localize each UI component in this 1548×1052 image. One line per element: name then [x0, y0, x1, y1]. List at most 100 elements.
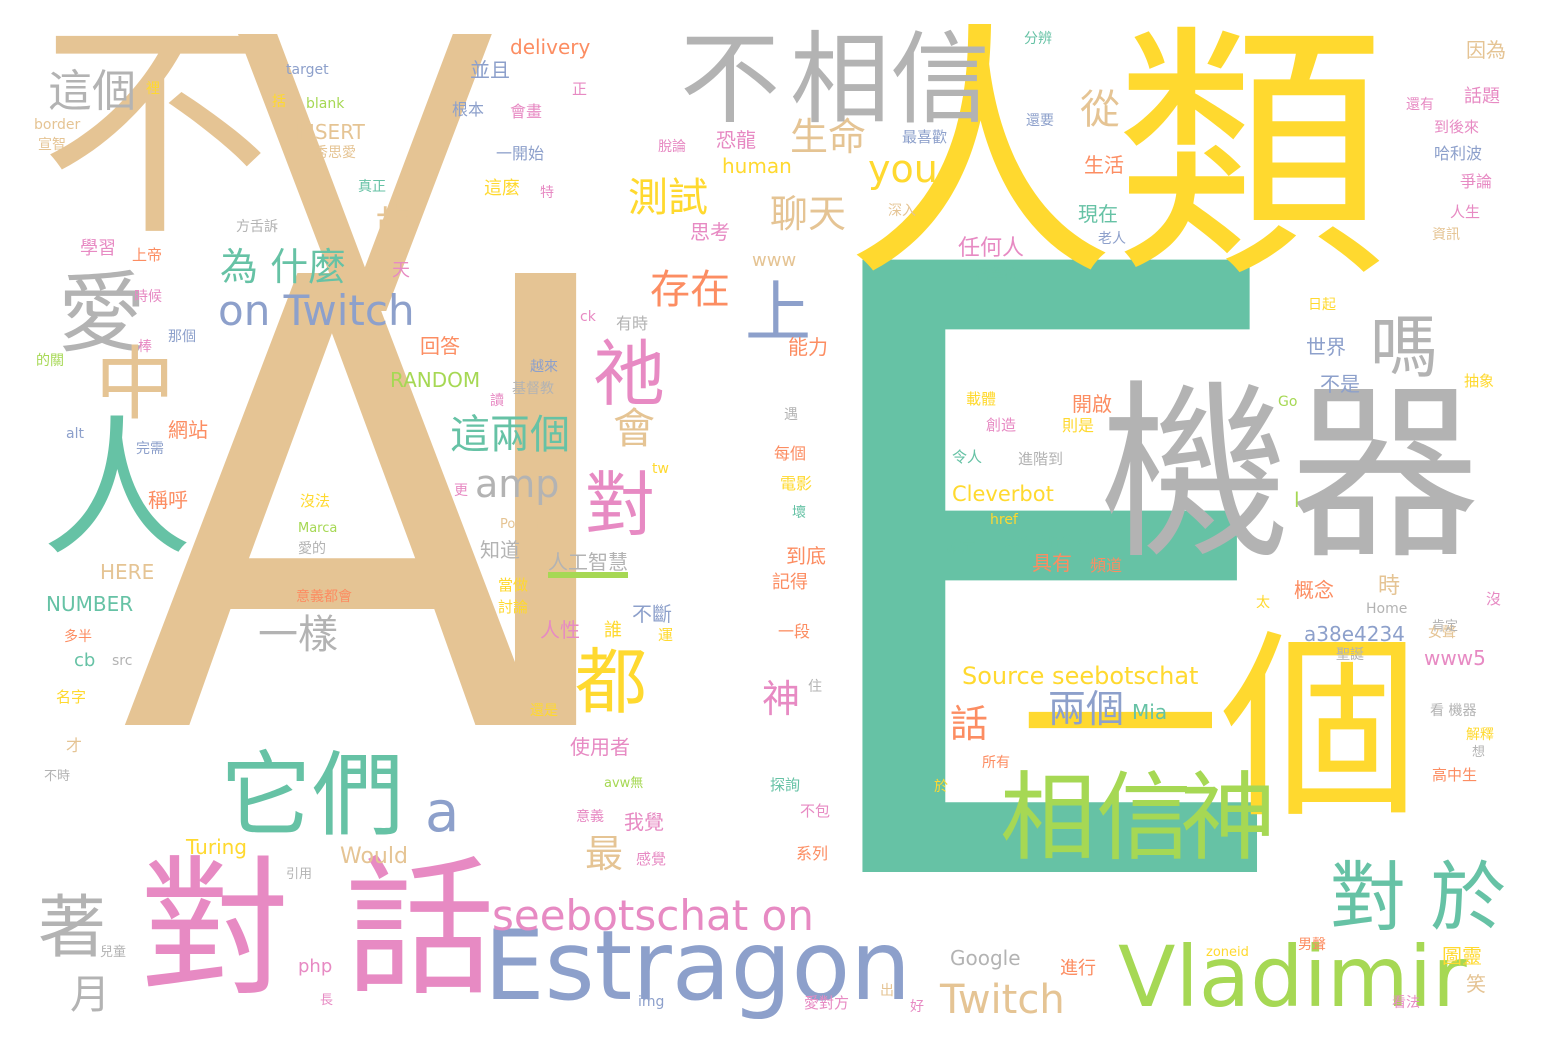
word-bad: 壞 — [792, 505, 806, 521]
word-more: 更 — [454, 483, 468, 499]
word-encounter: 遇 — [784, 407, 798, 423]
word-avw: avw無 — [604, 776, 644, 791]
word-a38e4234: a38e4234 — [1304, 622, 1405, 646]
word-believe-green: 相信 — [1000, 762, 1192, 874]
word-marca: Marca — [298, 521, 338, 536]
word-mostly: 多半 — [64, 629, 92, 645]
word-tw: tw — [652, 461, 669, 477]
word-more-and-more: 越來 — [530, 359, 558, 375]
word-home: Home — [1366, 601, 1408, 617]
word-sometimes: 有時 — [616, 314, 649, 333]
word-movie: 電影 — [780, 474, 813, 493]
word-sure: 肯定 — [1432, 619, 1459, 634]
word-complete: 完需 — [136, 441, 164, 457]
word-laugh: 笑 — [1466, 972, 1486, 996]
word-distinguish: 分辨 — [1024, 31, 1052, 47]
word-src: src — [112, 653, 133, 669]
word-harry: 哈利波 — [1434, 144, 1483, 163]
word-yu: 於 — [934, 779, 948, 795]
word-answer: 回答 — [420, 334, 460, 358]
word-cb: cb — [74, 650, 96, 671]
word-great: 棒 — [138, 339, 152, 355]
word-series: 系列 — [796, 844, 829, 863]
word-ma: 嗎 — [1370, 309, 1439, 388]
word-relation: 的關 — [36, 353, 64, 369]
word-delivery: delivery — [510, 35, 591, 59]
word-god-green: 神 — [1180, 762, 1276, 874]
word-would: Would — [340, 844, 408, 869]
word-anyone: 任何人 — [958, 236, 1025, 261]
word-live: 住 — [808, 679, 822, 695]
word-concept: 概念 — [1294, 578, 1334, 602]
word-pokemon: Pokemon — [500, 517, 560, 532]
word-vladimir: Vladimir — [1118, 928, 1467, 1026]
word-constantly: 不斷 — [632, 602, 672, 626]
word-create: 創造 — [986, 416, 1017, 434]
word-dui-small: 對 — [585, 464, 655, 546]
word-ability: 能力 — [788, 335, 828, 359]
word-feeling: 感覺 — [636, 850, 667, 868]
word-explore: 探詢 — [770, 776, 801, 794]
word-i-feel: 我覺 — [624, 810, 664, 834]
word-children: 兒童 — [100, 945, 127, 960]
word-machine: 機器 — [1100, 364, 1481, 585]
word-love-of: 愛的 — [298, 541, 326, 557]
word-website: 網站 — [168, 418, 208, 442]
word-male-voice: 男聲 — [1298, 937, 1326, 953]
word-user: 使用者 — [570, 735, 630, 759]
word-christmas: 聖誕 — [1336, 647, 1364, 663]
word-discuss: 討論 — [498, 598, 529, 616]
word-li: 裡 — [146, 81, 160, 97]
word-all: 所有 — [982, 755, 1010, 771]
word-zhe: 著 — [38, 889, 107, 968]
word-shi: 時 — [1378, 574, 1401, 599]
word-href: href — [990, 512, 1018, 528]
word-so: 這麼 — [484, 178, 520, 199]
word-kuo: 括 — [272, 94, 286, 110]
word-insert: INSERT — [294, 120, 365, 144]
word-www5: www5 — [1424, 646, 1486, 670]
word-zhong: 中 — [95, 338, 175, 431]
word-human: 人類 — [845, 0, 1385, 314]
word-chat: 聊天 — [770, 192, 847, 236]
word-dui: 對 — [140, 843, 291, 1017]
word-www: www — [752, 250, 797, 271]
word-go: Go — [1278, 394, 1298, 410]
word-proceed: 進行 — [1060, 958, 1096, 979]
word-love: 愛 — [58, 262, 147, 365]
word-on-twitch: on Twitch — [218, 286, 415, 335]
word-since: 日起 — [1308, 297, 1336, 313]
word-name: 名字 — [56, 688, 87, 706]
word-php: php — [298, 956, 333, 977]
word-learn: 學習 — [80, 238, 116, 259]
word-turing-zh: 圖靈 — [1442, 944, 1482, 968]
word-two: 兩個 — [1048, 687, 1125, 731]
word-dream-love: 大秀思愛 — [300, 145, 356, 161]
word-channel: 頻道 — [1090, 556, 1123, 575]
word-debate-off: 脫論 — [658, 139, 686, 155]
word-ai-zh: 人工智慧 — [548, 552, 628, 578]
word-think: 思考 — [690, 220, 730, 244]
word-advance: 進階到 — [1018, 450, 1064, 468]
word-ck: ck — [580, 309, 596, 325]
word-after-all: 到底 — [786, 544, 826, 568]
word-random: RANDOM — [390, 368, 481, 392]
word-life: 生命 — [790, 115, 867, 159]
word-a-section: 一段 — [778, 622, 811, 641]
word-believe-gray: 相信 — [790, 21, 990, 138]
word-cannot: 沒法 — [300, 492, 331, 510]
word-call: 稱呼 — [148, 488, 188, 512]
word-know: 知道 — [480, 538, 520, 562]
word-cai: 才 — [66, 736, 83, 755]
word-good: 好 — [910, 999, 924, 1015]
word-time: 時候 — [134, 289, 162, 305]
word-yun: 運 — [658, 626, 674, 644]
word-l: l — [1294, 488, 1300, 512]
word-can-draw: 會畫 — [510, 102, 543, 121]
word-this: 這個 — [48, 66, 136, 117]
word-long: 長 — [320, 993, 334, 1008]
word-also-have: 還有 — [1406, 97, 1434, 113]
word-meaning: 意義 — [576, 809, 604, 825]
word-hua: 話 — [345, 843, 496, 1017]
